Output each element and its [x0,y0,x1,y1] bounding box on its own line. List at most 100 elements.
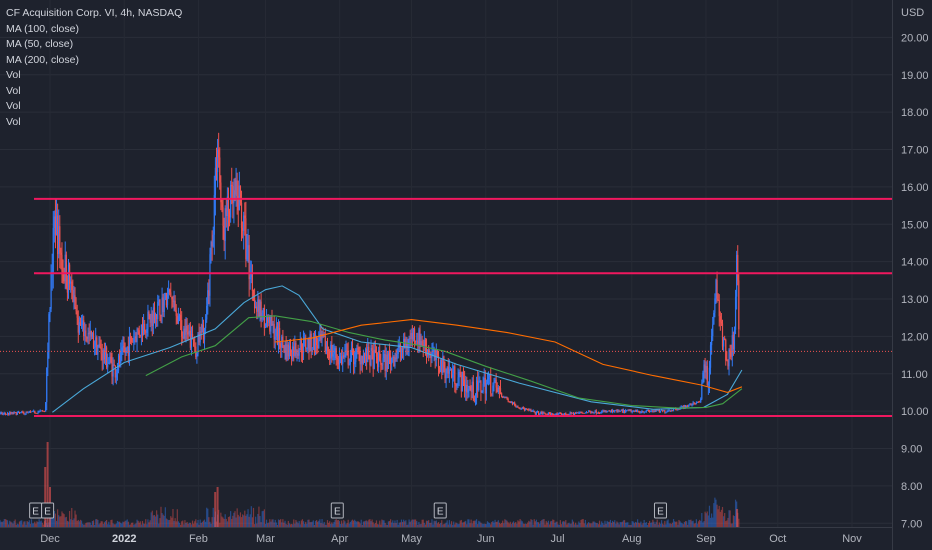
volume-bar [209,521,211,527]
symbol-title[interactable]: CF Acquisition Corp. VI, 4h, NASDAQ [6,7,183,19]
candle-body [610,410,613,413]
volume-bar [579,523,581,527]
volume-bar [674,521,676,527]
volume-bar [285,523,287,527]
candle-body [678,409,680,410]
legend-vol-4[interactable]: Vol [6,115,21,128]
candle-body [86,337,88,339]
time-tick-label: Jun [477,533,495,545]
legend-vol-2[interactable]: Vol [6,84,21,97]
candle-body [418,329,420,345]
candle-body [706,366,708,385]
volume-bar [404,521,406,527]
legend-vol-1[interactable]: Vol [6,69,21,81]
candle-body [603,410,605,412]
volume-bar [4,519,6,527]
candle-body [172,299,174,303]
volume-bar [22,524,24,527]
volume-bar [205,521,207,527]
candle-body [501,393,503,397]
candle-body [571,412,573,414]
candle-body [184,328,186,335]
candle-body [297,353,299,356]
earnings-marker[interactable] [330,502,344,519]
legend-ma200[interactable]: MA (200, close) [6,53,79,66]
candle-body [325,346,328,352]
volume-bar [652,519,654,527]
time-axis[interactable]: Dec 2022 Feb Mar Apr May Jun Jul Aug Sep Oct Nov [0,527,892,550]
candle-body [324,335,326,352]
earnings-marker[interactable] [433,502,447,519]
volume-bar [305,521,307,527]
volume-bar [42,524,45,527]
candle-body [256,306,258,312]
candle-body [333,353,335,355]
volume-bar [718,505,720,527]
volume-bar [528,520,530,527]
legend-vol-3[interactable]: Vol [6,100,21,112]
volume-bar [343,519,345,527]
volume-bar [179,524,182,527]
candle-body [23,412,25,415]
candle-body [632,410,634,412]
candle-body [113,364,115,366]
candle-body [306,348,308,350]
volume-bar [503,523,505,527]
candle-body [401,349,404,350]
earnings-marker[interactable] [41,502,55,519]
time-tick-label: Jul [551,533,565,545]
candle-body [373,349,375,369]
earnings-marker[interactable] [653,502,667,519]
volume-bar [59,516,61,527]
volume-bar [356,521,358,527]
volume-bar [84,524,86,527]
candle-body [711,336,713,346]
volume-bar [26,521,28,527]
volume-bar [214,492,217,527]
legend-ma100[interactable]: MA (100, close) [6,22,79,35]
volume-bar [522,523,524,527]
candle-body [543,412,545,414]
price-tick-label: 19.00 [901,70,929,82]
price-tick-label: 14.00 [901,257,929,269]
volume-bar [637,519,639,527]
earnings-marker-label: E [334,507,341,518]
candle-body [681,406,683,408]
volume-bar [62,513,64,527]
candle-body [125,347,127,353]
legend-ma50[interactable]: MA (50, close) [6,38,74,50]
candle-body [290,355,293,360]
price-axis[interactable]: USD 20.00 19.00 18.00 17.00 16.00 15.00 14.00 13… [892,0,932,550]
candle-body [699,401,701,403]
candle-body [634,409,637,411]
time-axis-background [0,527,892,550]
candle-body [245,218,247,260]
volume-bar [732,515,734,527]
volume-bar [147,519,149,527]
volume-bar [715,499,717,527]
candle-body [650,411,652,413]
volume-bar [83,524,85,527]
price-tick-label: 11.00 [901,369,928,381]
volume-bar [709,517,712,527]
volume-bar [374,523,376,527]
candle-body [283,345,285,353]
volume-bar [373,524,375,527]
volume-bar [490,524,492,527]
candle-body [512,402,515,405]
volume-bar [675,521,677,527]
volume-bar [386,524,388,527]
earnings-marker-label: E [32,507,39,518]
candle-body [83,320,85,337]
candle-body [161,297,163,316]
candle-body [45,402,47,412]
volume-bar [200,522,202,527]
candle-body [448,369,450,374]
candle-body [96,337,98,355]
candle-body [335,348,337,359]
volume-bar [9,520,11,527]
price-tick-label: 12.00 [901,331,929,343]
candle-body [67,264,70,293]
